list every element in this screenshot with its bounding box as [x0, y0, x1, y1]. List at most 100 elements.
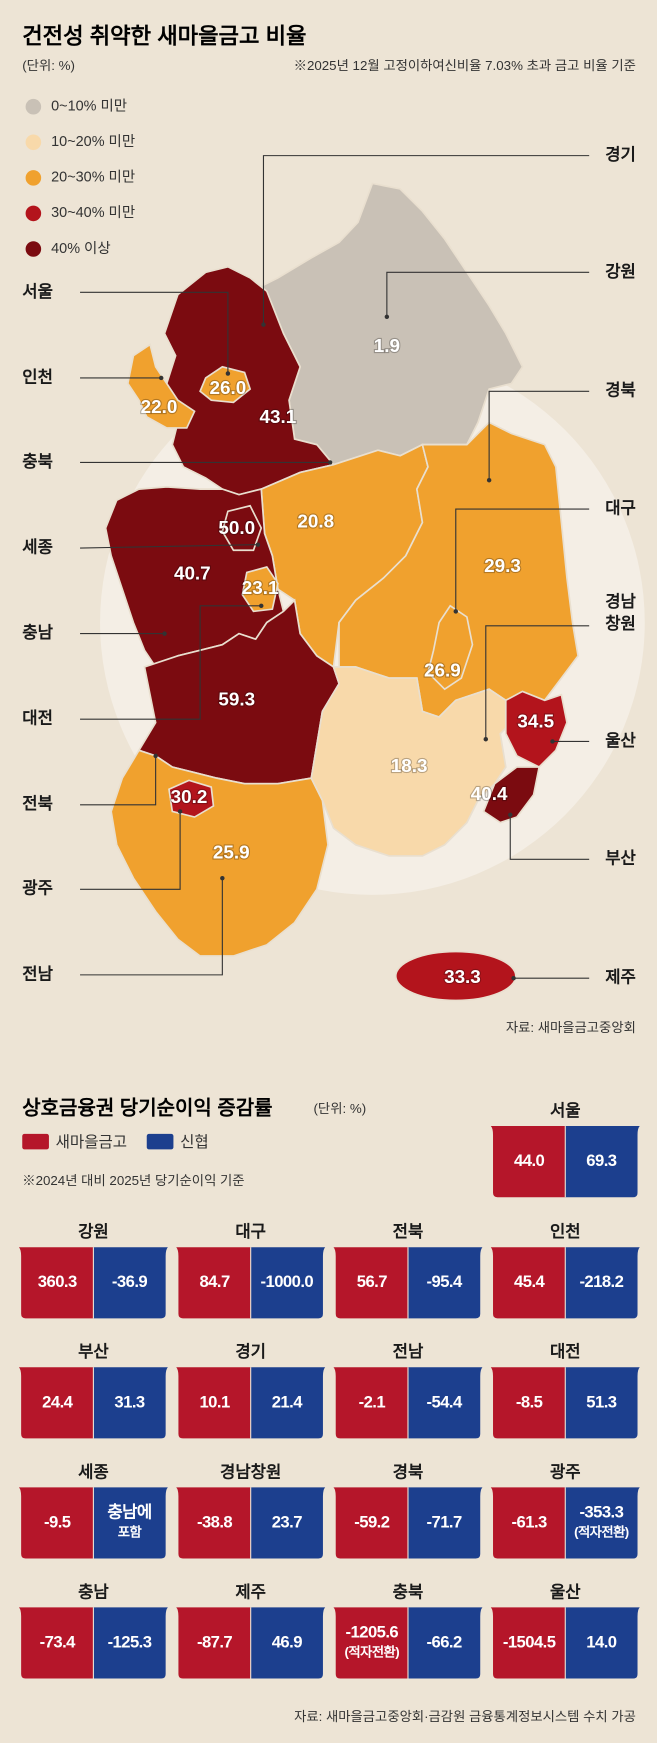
- card-left: [176, 1247, 251, 1319]
- card-region: 부산: [78, 1342, 109, 1361]
- card-right: [250, 1247, 326, 1319]
- card-region: 충남: [78, 1582, 109, 1601]
- card-region: 대구: [235, 1222, 266, 1241]
- card-region: 경기: [235, 1342, 266, 1361]
- legend-label: 30~40% 미만: [51, 204, 135, 221]
- region-value: 22.0: [141, 397, 178, 418]
- region-label: 제주: [605, 968, 636, 987]
- region-value: 20.8: [297, 511, 334, 532]
- legend-label: 새마을금고: [56, 1133, 128, 1151]
- region-value: 18.3: [391, 756, 428, 777]
- card-region: 경북: [393, 1462, 424, 1481]
- leader-dot: [220, 875, 225, 881]
- leader-line: [509, 814, 590, 860]
- card-value: -36.9: [112, 1272, 147, 1291]
- card-value: 24.4: [42, 1392, 73, 1411]
- region-value: 30.2: [171, 787, 208, 808]
- leader-line: [80, 755, 157, 806]
- card-right: [565, 1126, 640, 1198]
- card-value: (적자전환): [345, 1643, 400, 1659]
- region-label: 경기: [605, 145, 636, 164]
- leader-dot: [384, 314, 390, 320]
- card-right: [407, 1247, 483, 1319]
- card-region: 전북: [393, 1222, 424, 1241]
- leader-line: [485, 625, 590, 740]
- card-region: 울산: [550, 1582, 581, 1601]
- region-value: 40.4: [471, 784, 508, 805]
- card-value: 21.4: [272, 1392, 303, 1411]
- region-label: 부산: [605, 849, 636, 868]
- card-value: 충남에: [107, 1502, 151, 1521]
- leader-line: [386, 271, 590, 317]
- card-value: -59.2: [354, 1512, 389, 1531]
- region-label: 광주: [22, 879, 53, 898]
- card-right: [565, 1487, 640, 1559]
- leader-line: [488, 390, 590, 481]
- card-value: -87.7: [197, 1632, 232, 1651]
- card-right: [407, 1607, 483, 1679]
- card-value: -1205.6: [346, 1622, 399, 1641]
- leader-line: [80, 605, 262, 720]
- card-region: 세종: [78, 1462, 109, 1481]
- leader-line: [80, 291, 229, 374]
- unit: (단위: %): [22, 58, 75, 73]
- leader-dot: [158, 375, 164, 381]
- card-right: [93, 1487, 168, 1559]
- card-value: -2.1: [359, 1392, 386, 1411]
- card-region: 광주: [550, 1462, 581, 1481]
- card-right: [407, 1487, 483, 1559]
- legend-swatch: [25, 98, 42, 115]
- region-label: 충북: [22, 452, 53, 471]
- card-region: 제주: [235, 1582, 266, 1601]
- leader-dot: [511, 975, 516, 981]
- region-shape: [241, 565, 279, 613]
- leader-dot: [153, 753, 158, 759]
- card-left: [18, 1247, 94, 1319]
- card-region: 전남: [393, 1342, 424, 1361]
- card-left: [176, 1487, 251, 1559]
- card-value: -8.5: [516, 1392, 543, 1411]
- card-left: [176, 1367, 251, 1439]
- leader-dot: [255, 542, 261, 547]
- card-left: [490, 1367, 566, 1439]
- legend-label: 40% 이상: [51, 240, 110, 257]
- legend-swatch: [146, 1133, 174, 1150]
- card-right: [250, 1607, 326, 1679]
- map: 서울 26.0 인천 22.0 충북 20.8 세종 50.0 충남 40.7 대전 23.1 전북 59…: [22, 145, 637, 1002]
- region-label: 서울: [22, 282, 53, 301]
- region-shape: [199, 365, 252, 404]
- card-value: -61.3: [512, 1512, 547, 1531]
- leader-dot: [162, 631, 167, 636]
- source: 자료: 새마을금고중앙회: [506, 1020, 636, 1035]
- card-right: [93, 1247, 168, 1319]
- region-shape: [504, 690, 568, 769]
- card-value: -38.8: [197, 1512, 232, 1531]
- leader-dot: [225, 371, 231, 376]
- region-label: 대전: [22, 709, 53, 728]
- region-shape: [394, 950, 517, 1002]
- legend-swatch: [25, 205, 42, 222]
- card-left: [333, 1367, 408, 1439]
- region-label: 세종: [22, 537, 53, 556]
- leader-dot: [453, 609, 459, 614]
- leader-dot: [259, 603, 264, 609]
- card-right: [93, 1607, 168, 1679]
- region-label: 경북: [605, 381, 636, 400]
- card-right: [565, 1607, 640, 1679]
- card-value: -353.3: [579, 1502, 623, 1521]
- profit-source: 자료: 새마을금고중앙회·금감원 금융통계정보시스템 수치 가공: [294, 1709, 636, 1724]
- card-value: 46.9: [272, 1632, 302, 1651]
- card-region: 서울: [550, 1101, 581, 1120]
- card-right: [250, 1487, 326, 1559]
- legend-label: 0~10% 미만: [51, 98, 127, 115]
- card-value: 31.3: [114, 1392, 144, 1411]
- legend-swatch: [22, 1133, 49, 1150]
- leader-dot: [261, 322, 266, 327]
- card-left: [333, 1247, 408, 1319]
- region-label: 경남: [605, 592, 636, 611]
- card-left: [18, 1487, 94, 1559]
- card-region: 충북: [393, 1582, 424, 1601]
- legend-label: 20~30% 미만: [51, 169, 135, 186]
- card-right: [407, 1367, 483, 1439]
- region-value: 33.3: [444, 967, 481, 988]
